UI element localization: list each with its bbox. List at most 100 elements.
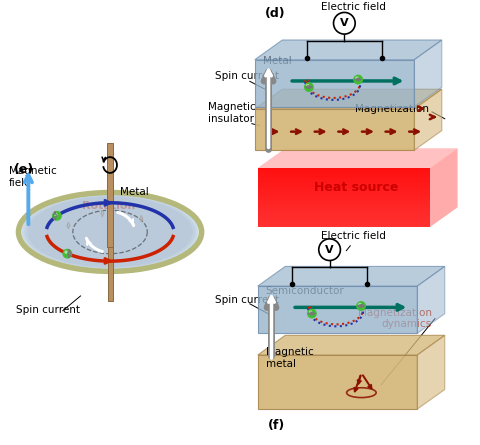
Bar bbox=[258, 218, 430, 219]
Circle shape bbox=[307, 308, 317, 319]
Text: V: V bbox=[340, 18, 348, 28]
Bar bbox=[258, 183, 430, 184]
Circle shape bbox=[334, 12, 355, 34]
Bar bbox=[258, 192, 430, 193]
Polygon shape bbox=[417, 267, 445, 333]
Bar bbox=[258, 189, 430, 190]
Text: Metal: Metal bbox=[120, 186, 149, 197]
Bar bbox=[258, 178, 430, 179]
Polygon shape bbox=[255, 109, 414, 150]
Circle shape bbox=[358, 303, 361, 306]
Bar bbox=[258, 194, 430, 196]
Bar bbox=[258, 215, 430, 216]
Text: Magnetic
field: Magnetic field bbox=[9, 166, 57, 188]
Text: Spin current: Spin current bbox=[216, 295, 279, 305]
Circle shape bbox=[54, 213, 58, 216]
Bar bbox=[258, 173, 430, 174]
Circle shape bbox=[304, 82, 314, 92]
Bar bbox=[258, 193, 430, 194]
Bar bbox=[258, 220, 430, 221]
Bar bbox=[258, 180, 430, 181]
Circle shape bbox=[52, 211, 62, 221]
Bar bbox=[258, 190, 430, 192]
Ellipse shape bbox=[24, 195, 196, 268]
Ellipse shape bbox=[27, 197, 193, 267]
Bar bbox=[258, 174, 430, 175]
Bar bbox=[258, 170, 430, 171]
Circle shape bbox=[306, 84, 310, 87]
Bar bbox=[258, 213, 430, 214]
Polygon shape bbox=[258, 148, 457, 168]
Bar bbox=[258, 225, 430, 226]
Bar bbox=[258, 198, 430, 199]
Bar bbox=[258, 177, 430, 178]
Circle shape bbox=[64, 251, 68, 254]
Polygon shape bbox=[255, 89, 442, 109]
Bar bbox=[258, 199, 430, 201]
Bar bbox=[258, 186, 430, 187]
Bar bbox=[258, 176, 430, 177]
Text: Heat source: Heat source bbox=[314, 181, 398, 194]
Bar bbox=[258, 171, 430, 172]
Polygon shape bbox=[414, 89, 442, 150]
Text: (e): (e) bbox=[13, 163, 34, 176]
Bar bbox=[258, 214, 430, 215]
Bar bbox=[258, 172, 430, 173]
Bar bbox=[258, 210, 430, 211]
Bar bbox=[258, 207, 430, 208]
Text: Magnetization
dynamics: Magnetization dynamics bbox=[358, 308, 432, 329]
Text: Magnetization: Magnetization bbox=[355, 104, 429, 114]
Bar bbox=[258, 184, 430, 185]
Text: Spin current: Spin current bbox=[216, 71, 279, 81]
Text: Magnetic
metal: Magnetic metal bbox=[265, 347, 313, 369]
Bar bbox=[258, 179, 430, 180]
Circle shape bbox=[355, 77, 359, 80]
Polygon shape bbox=[414, 40, 442, 107]
Text: Electric field: Electric field bbox=[321, 3, 385, 12]
Bar bbox=[258, 200, 430, 202]
Polygon shape bbox=[258, 355, 417, 409]
Circle shape bbox=[62, 249, 72, 259]
Bar bbox=[258, 182, 430, 183]
Text: Rotation: Rotation bbox=[83, 201, 136, 211]
Bar bbox=[258, 217, 430, 218]
Ellipse shape bbox=[22, 194, 199, 269]
Polygon shape bbox=[255, 40, 442, 60]
Text: Semiconductor: Semiconductor bbox=[265, 286, 344, 296]
Bar bbox=[258, 219, 430, 220]
Bar bbox=[258, 216, 430, 217]
Bar bbox=[258, 188, 430, 189]
Bar bbox=[258, 224, 430, 225]
Bar bbox=[258, 223, 430, 224]
Text: Spin current: Spin current bbox=[15, 305, 80, 315]
Circle shape bbox=[319, 239, 340, 260]
Bar bbox=[258, 204, 430, 206]
Text: (d): (d) bbox=[264, 8, 285, 20]
Circle shape bbox=[309, 310, 312, 314]
Bar bbox=[258, 206, 430, 207]
Bar bbox=[258, 175, 430, 176]
Bar bbox=[258, 209, 430, 210]
Circle shape bbox=[356, 301, 366, 311]
Bar bbox=[258, 203, 430, 204]
Polygon shape bbox=[258, 336, 445, 355]
Bar bbox=[258, 197, 430, 198]
Bar bbox=[258, 211, 430, 212]
Bar bbox=[258, 168, 430, 169]
Bar bbox=[258, 169, 430, 170]
Bar bbox=[258, 186, 430, 188]
Bar bbox=[258, 185, 430, 186]
Circle shape bbox=[353, 75, 363, 85]
Text: Electric field: Electric field bbox=[321, 231, 385, 241]
Polygon shape bbox=[417, 336, 445, 409]
Bar bbox=[258, 202, 430, 203]
Text: (f): (f) bbox=[267, 419, 285, 432]
Bar bbox=[108, 247, 112, 301]
Text: V: V bbox=[325, 245, 334, 255]
Bar bbox=[258, 226, 430, 227]
Polygon shape bbox=[430, 148, 457, 227]
Text: Metal: Metal bbox=[263, 56, 291, 65]
Bar bbox=[258, 221, 430, 222]
Bar bbox=[258, 212, 430, 213]
Polygon shape bbox=[255, 60, 414, 107]
